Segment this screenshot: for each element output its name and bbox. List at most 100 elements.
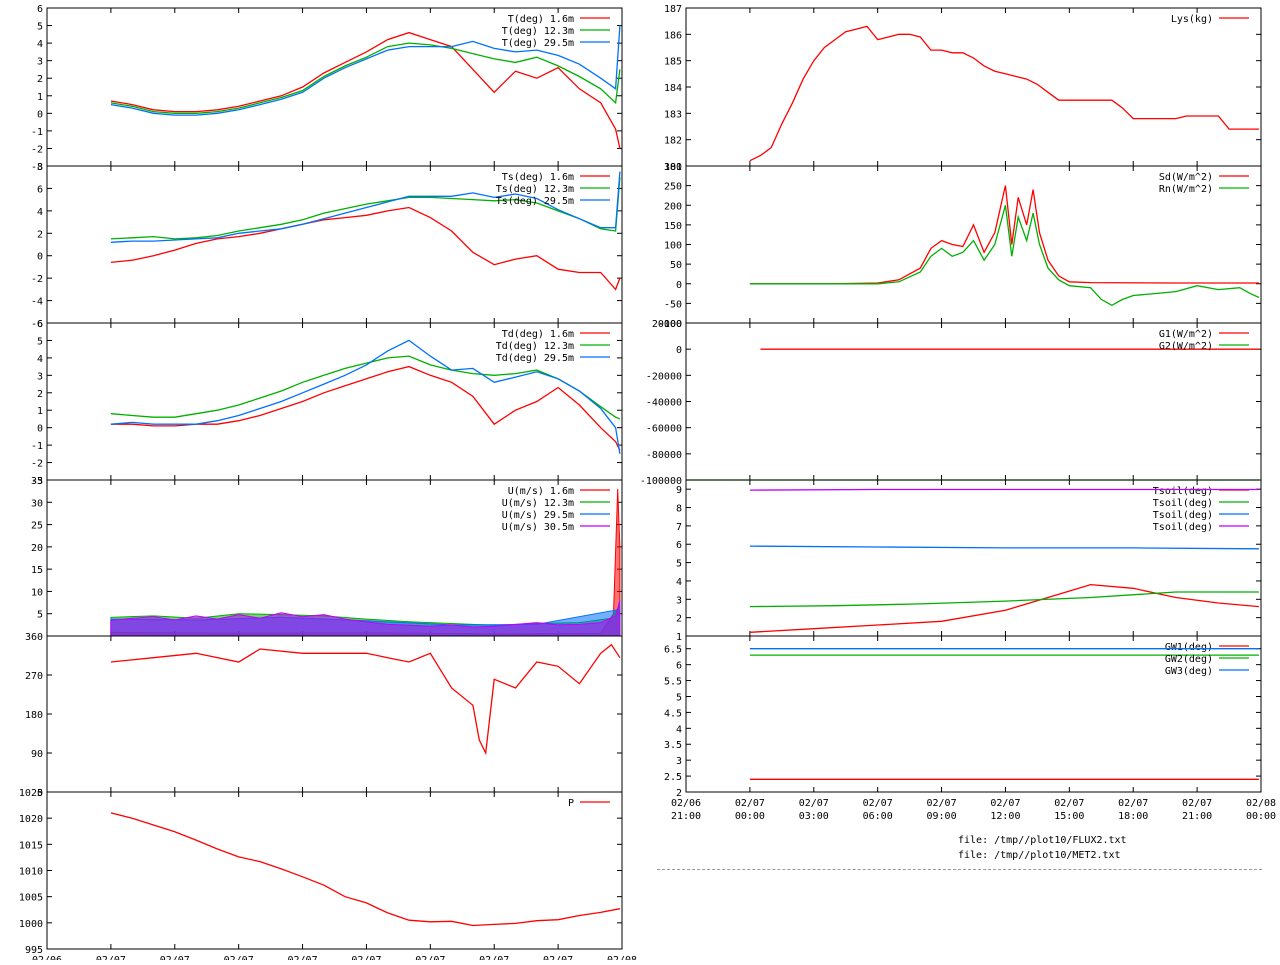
y-tick-label: 200 — [664, 201, 682, 212]
series-line — [110, 42, 621, 114]
x-tick-time: 12:00 — [990, 811, 1020, 822]
y-tick-label: 2 — [676, 788, 682, 799]
x-tick-date: 02/07 — [351, 955, 381, 960]
series-line — [110, 206, 621, 291]
x-tick-date: 02/06 — [32, 955, 62, 960]
series-line — [110, 339, 621, 454]
y-tick-label: 4.5 — [664, 708, 682, 719]
series-line — [110, 177, 621, 240]
y-tick-label: -60000 — [646, 424, 682, 435]
x-tick-date: 02/07 — [479, 955, 509, 960]
y-tick-label: 30 — [31, 498, 43, 509]
panel-frame — [685, 635, 1262, 793]
y-tick-label: 5 — [37, 610, 43, 621]
legend-label: Td(deg) 1.6m — [502, 329, 574, 340]
series-line — [749, 185, 1259, 285]
x-tick-date: 02/07 — [927, 798, 957, 809]
y-tick-label: -1 — [31, 441, 43, 452]
x-tick-date: 02/07 — [96, 955, 126, 960]
x-tick-time: 18:00 — [1118, 811, 1148, 822]
y-tick-label: -100000 — [640, 476, 682, 487]
y-tick-label: 3.5 — [664, 740, 682, 751]
legend-label: Rn(W/m^2) — [1159, 184, 1213, 195]
y-tick-label: 90 — [31, 749, 43, 760]
y-tick-label: 4 — [37, 354, 43, 365]
panel-wind-direction: 0 90 180 270 360 — [25, 632, 623, 799]
legend-label: Ts(deg) 1.6m — [502, 172, 574, 183]
x-tick-time: 15:00 — [1054, 811, 1084, 822]
y-tick-label: 5 — [37, 336, 43, 347]
x-tick-date: 02/08 — [607, 955, 637, 960]
legend-label: T(deg) 29.5m — [502, 38, 574, 49]
y-tick-label: -2 — [31, 144, 43, 155]
file-note-flux: file: /tmp//plot10/FLUX2.txt — [958, 835, 1127, 846]
panel-radiation: -100 -50 0 50 100 150 200 250 300 Sd(W/m^2)Rn(W/m… — [658, 162, 1262, 330]
x-tick-time: 00:00 — [1246, 811, 1276, 822]
y-tick-label: 184 — [664, 83, 682, 94]
y-tick-label: 250 — [664, 182, 682, 193]
y-tick-label: -40000 — [646, 398, 682, 409]
x-tick-date: 02/07 — [863, 798, 893, 809]
legend-label: T(deg) 1.6m — [508, 14, 574, 25]
y-tick-label: 9 — [676, 485, 682, 496]
x-tick-date: 02/07 — [415, 955, 445, 960]
y-tick-label: 25 — [31, 521, 43, 532]
y-tick-label: 3 — [37, 371, 43, 382]
y-tick-label: 6.5 — [664, 645, 682, 656]
y-tick-label: 10 — [31, 587, 43, 598]
legend-label: P — [568, 798, 574, 809]
series-line — [110, 812, 621, 927]
x-tick-date: 02/07 — [543, 955, 573, 960]
y-tick-label: 1010 — [19, 867, 43, 878]
series-line — [749, 545, 1259, 550]
y-tick-label: 181 — [664, 162, 682, 173]
series-line — [749, 488, 1259, 491]
panel-frame — [46, 791, 623, 950]
y-tick-label: 6 — [676, 661, 682, 672]
legend-label: U(m/s) 12.3m — [502, 498, 574, 509]
y-tick-label: 1015 — [19, 840, 43, 851]
x-tick-date: 02/07 — [224, 955, 254, 960]
y-tick-label: 4 — [676, 577, 682, 588]
legend-label: Lys(kg) — [1171, 14, 1213, 25]
y-tick-label: 183 — [664, 109, 682, 120]
legend-label: Tsoil(deg) — [1153, 522, 1213, 533]
y-tick-label: 2 — [676, 614, 682, 625]
x-tick-date: 02/07 — [799, 798, 829, 809]
y-tick-label: 50 — [670, 260, 682, 271]
legend-label: U(m/s) 29.5m — [502, 510, 574, 521]
legend-label: T(deg) 12.3m — [502, 26, 574, 37]
x-tick-date: 02/07 — [1118, 798, 1148, 809]
y-tick-label: 8 — [37, 162, 43, 173]
legend-label: Sd(W/m^2) — [1159, 172, 1213, 183]
y-tick-label: -2 — [31, 274, 43, 285]
y-tick-label: 35 — [31, 476, 43, 487]
x-tick-time: 21:00 — [1182, 811, 1212, 822]
x-tick-date: 02/08 — [1246, 798, 1276, 809]
y-tick-label: 4 — [37, 39, 43, 50]
x-tick-time: 06:00 — [863, 811, 893, 822]
y-tick-label: 7 — [676, 522, 682, 533]
y-tick-label: 360 — [25, 632, 43, 643]
y-tick-label: 0 — [676, 280, 682, 291]
panel-ground-water: 2 2.5 3 3.5 4 4.5 5 5.5 6 6.5 GW1(deg)GW2(deg)GW3(… — [664, 635, 1262, 799]
y-tick-label: 4 — [676, 724, 682, 735]
y-tick-label: 186 — [664, 30, 682, 41]
y-tick-label: 3 — [37, 57, 43, 68]
y-tick-label: -3 — [31, 162, 43, 173]
legend-label: Tsoil(deg) — [1153, 510, 1213, 521]
y-tick-label: 1 — [676, 632, 682, 643]
y-tick-label: 150 — [664, 221, 682, 232]
series-line — [110, 31, 621, 149]
y-tick-label: 0 — [37, 109, 43, 120]
y-tick-label: 2.5 — [664, 772, 682, 783]
x-tick-time: 21:00 — [671, 811, 701, 822]
y-tick-label: 2 — [37, 229, 43, 240]
y-tick-label: 270 — [25, 671, 43, 682]
y-tick-label: 1 — [37, 92, 43, 103]
legend-label: GW3(deg) — [1165, 666, 1213, 677]
